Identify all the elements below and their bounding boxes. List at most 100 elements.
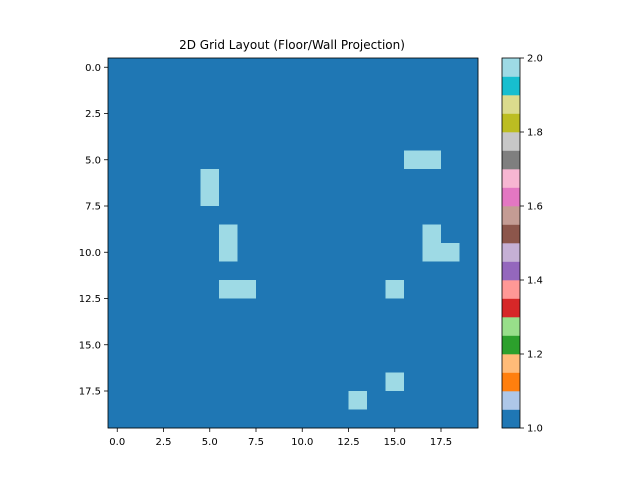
heatmap-cell [311,113,331,133]
heatmap-cell [422,298,442,318]
heatmap-cell [182,280,201,299]
heatmap-cell [348,335,368,355]
heatmap-cell [293,58,312,77]
heatmap-cell [256,224,275,244]
heatmap-cell [126,58,146,77]
heatmap-cell [441,243,460,262]
heatmap-cell [348,317,368,336]
heatmap-cell [219,372,238,392]
heatmap-cell [348,372,368,392]
heatmap-cell [348,391,368,410]
heatmap-cell [182,169,201,188]
heatmap-cell [348,113,368,133]
heatmap-cell [348,298,368,318]
heatmap-cell [441,187,460,207]
heatmap-cell [385,169,405,188]
heatmap-cell [108,150,127,170]
colorbar-segment [502,317,520,336]
heatmap-cell [311,187,331,207]
heatmap-cell [182,95,201,114]
heatmap-cell [311,76,331,96]
heatmap-cell [348,243,368,262]
heatmap-cell [145,409,164,429]
heatmap-cell [256,261,275,281]
heatmap-cell [126,280,146,299]
heatmap-cell [163,335,183,355]
heatmap-cell [311,372,331,392]
heatmap-cell [385,113,405,133]
heatmap-cell [219,169,238,188]
heatmap-cell [126,298,146,318]
heatmap-cell [330,150,349,170]
heatmap-cell [182,243,201,262]
heatmap-cell [182,76,201,96]
heatmap-cell [293,206,312,225]
x-axis: 0.0 2.5 5.0 7.5 10.0 12.5 15.0 17.5 [109,428,452,448]
heatmap-cell [108,409,127,429]
heatmap-cell [441,298,460,318]
heatmap-cell [441,169,460,188]
heatmap-cell [441,261,460,281]
heatmap-cell [459,243,479,262]
heatmap-cell [404,169,423,188]
heatmap-cell [367,391,386,410]
heatmap-cell [163,95,183,114]
heatmap-cell [441,224,460,244]
heatmap-cell [293,280,312,299]
heatmap-cell [367,113,386,133]
heatmap-cell [163,243,183,262]
heatmap-cell [274,132,294,151]
heatmap-cell [200,187,220,207]
heatmap-cell [404,335,423,355]
heatmap-cell [256,95,275,114]
heatmap-cell [459,391,479,410]
heatmap-cell [330,298,349,318]
heatmap-cell [459,132,479,151]
heatmap-cell [219,354,238,373]
heatmap-cell [293,261,312,281]
heatmap-cell [441,58,460,77]
heatmap-cell [441,335,460,355]
heatmap-cell [145,187,164,207]
heatmap-cell [256,317,275,336]
heatmap-cell [293,335,312,355]
y-tick-label: 17.5 [79,387,101,398]
colorbar-tick-label: 1.4 [527,276,543,287]
heatmap-cell [237,187,257,207]
heatmap-cell [126,150,146,170]
heatmap-cell [163,150,183,170]
heatmap-cell [256,372,275,392]
heatmap-cell [237,335,257,355]
heatmap-cell [126,409,146,429]
heatmap-cell [256,113,275,133]
heatmap-cell [367,132,386,151]
heatmap-cell [237,409,257,429]
heatmap-cell [293,372,312,392]
heatmap-cell [163,409,183,429]
heatmap-cell [163,187,183,207]
heatmap-cell [441,409,460,429]
colorbar-segment [502,150,520,170]
colorbar-segment [502,206,520,225]
x-tick-label: 17.5 [430,437,452,448]
heatmap-cell [274,224,294,244]
heatmap-cell [459,354,479,373]
heatmap-cell [256,206,275,225]
heatmap-cell [237,372,257,392]
heatmap-cell [367,335,386,355]
heatmap-cell [367,95,386,114]
heatmap-cell [330,280,349,299]
heatmap-cell [200,317,220,336]
heatmap-cell [404,58,423,77]
heatmap-cell [385,224,405,244]
heatmap-cell [108,280,127,299]
heatmap-cell [163,280,183,299]
heatmap-cell [274,335,294,355]
heatmap-cell [422,224,442,244]
heatmap-cell [422,335,442,355]
colorbar-tick-label: 1.6 [527,202,543,213]
colorbar-segment [502,354,520,373]
heatmap-cell [145,76,164,96]
heatmap-cell [404,113,423,133]
